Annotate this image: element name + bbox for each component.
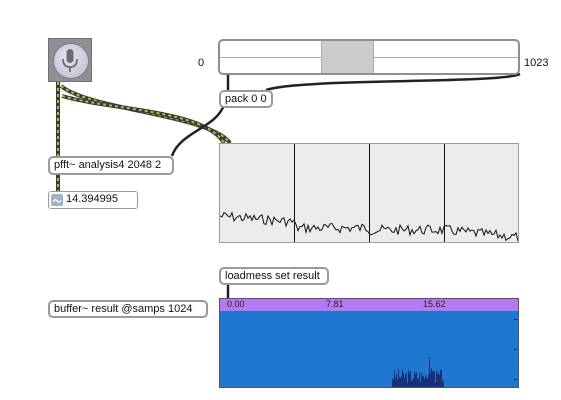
number-signal-box[interactable]: 14.394995 <box>48 191 138 209</box>
spectrum-trace <box>220 211 518 242</box>
waveform-ruler: 0.00 7.81 15.62 <box>220 299 518 311</box>
microphone-icon <box>62 49 78 72</box>
range-max-label: 1023 <box>524 57 549 69</box>
range-slider[interactable] <box>218 39 520 75</box>
range-right-to-pack-cord <box>265 72 521 92</box>
number-value: 14.394995 <box>66 193 118 205</box>
pfft-object[interactable]: pfft~ analysis4 2048 2 <box>48 156 174 175</box>
ruler-label-2: 15.62 <box>423 299 446 309</box>
ruler-label-0: 0.00 <box>227 299 245 309</box>
ruler-label-1: 7.81 <box>326 299 344 309</box>
range-selection[interactable] <box>321 41 374 73</box>
signal-wave-icon <box>51 194 63 206</box>
range-min-label: 0 <box>198 57 205 69</box>
pack-to-pfft-cord <box>170 104 226 157</box>
spectroscope[interactable] <box>219 143 519 243</box>
waveform-samples <box>392 357 444 387</box>
waveform-display[interactable]: 0.00 7.81 15.62 <box>219 298 519 388</box>
buffer-object[interactable]: buffer~ result @samps 1024 <box>48 300 208 318</box>
pack-object[interactable]: pack 0 0 <box>219 90 273 108</box>
loadmess-object[interactable]: loadmess set result <box>219 267 329 285</box>
ezadc-button[interactable] <box>48 38 92 82</box>
